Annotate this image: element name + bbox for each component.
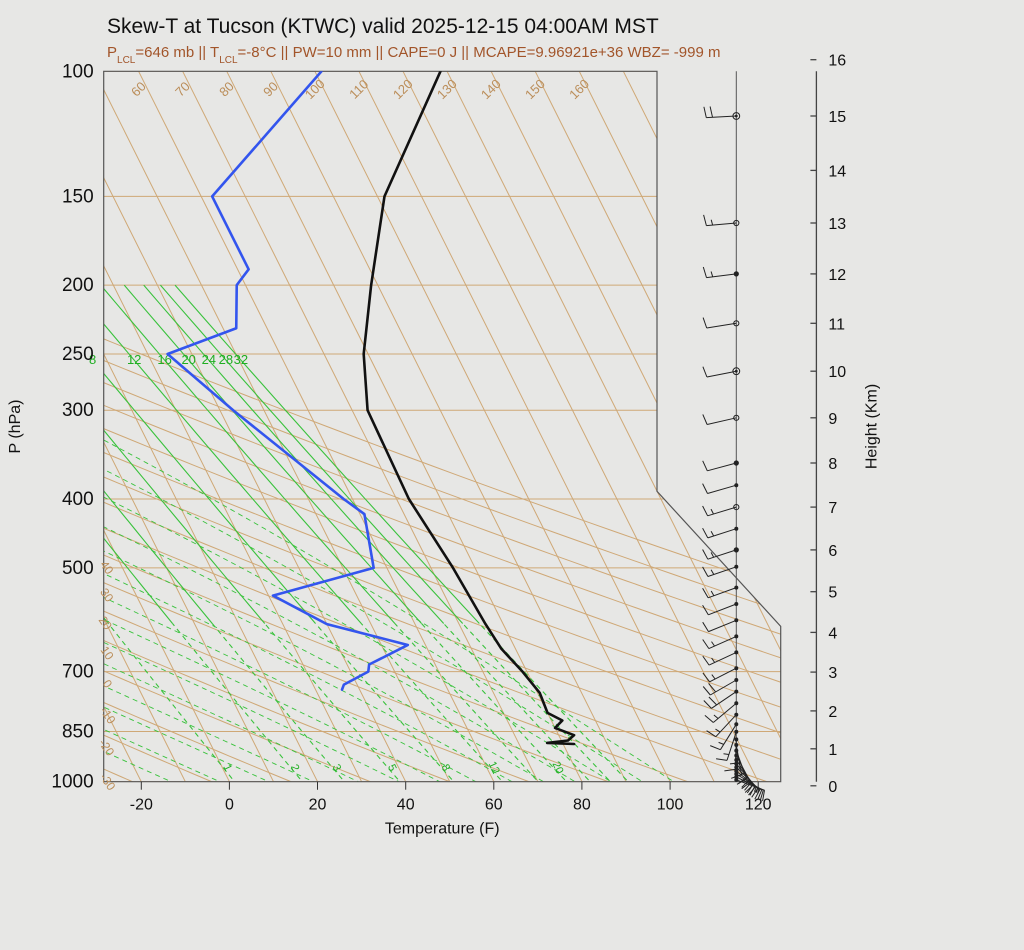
svg-text:10: 10: [828, 364, 846, 381]
svg-text:-20: -20: [130, 797, 153, 814]
svg-text:60: 60: [485, 797, 503, 814]
svg-text:200: 200: [62, 275, 94, 296]
svg-text:300: 300: [62, 400, 94, 421]
svg-text:15: 15: [828, 109, 846, 126]
svg-text:16: 16: [828, 53, 846, 70]
svg-text:6: 6: [828, 543, 837, 560]
svg-text:40: 40: [397, 797, 415, 814]
svg-text:14: 14: [828, 163, 846, 180]
svg-text:20: 20: [309, 797, 327, 814]
svg-text:700: 700: [62, 662, 94, 683]
svg-text:250: 250: [62, 344, 94, 365]
svg-text:24: 24: [202, 352, 216, 367]
svg-text:Temperature (F): Temperature (F): [385, 821, 500, 838]
svg-text:400: 400: [62, 489, 94, 510]
svg-text:Height (Km): Height (Km): [863, 384, 880, 469]
svg-text:500: 500: [62, 558, 94, 579]
svg-text:1: 1: [828, 742, 837, 759]
svg-text:2: 2: [828, 704, 837, 721]
svg-text:13: 13: [828, 216, 846, 233]
svg-text:150: 150: [62, 186, 94, 207]
svg-text:5: 5: [828, 585, 837, 602]
svg-text:100: 100: [657, 797, 684, 814]
svg-text:28: 28: [219, 352, 233, 367]
svg-text:Skew-T at Tucson (KTWC) valid: Skew-T at Tucson (KTWC) valid 2025-12-15…: [107, 15, 659, 38]
svg-text:12: 12: [127, 352, 141, 367]
svg-text:7: 7: [828, 500, 837, 517]
svg-text:12: 12: [828, 267, 846, 284]
svg-text:8: 8: [828, 456, 837, 473]
svg-text:100: 100: [62, 61, 94, 82]
svg-text:0: 0: [828, 779, 837, 796]
svg-text:850: 850: [62, 722, 94, 743]
svg-text:20: 20: [181, 352, 195, 367]
svg-text:0: 0: [225, 797, 234, 814]
svg-text:4: 4: [828, 625, 837, 642]
svg-text:9: 9: [828, 411, 837, 428]
svg-text:P (hPa): P (hPa): [7, 400, 24, 454]
svg-text:11: 11: [828, 316, 845, 333]
svg-text:80: 80: [573, 797, 591, 814]
svg-text:1000: 1000: [51, 772, 93, 793]
svg-text:3: 3: [828, 665, 837, 682]
svg-text:32: 32: [234, 352, 248, 367]
